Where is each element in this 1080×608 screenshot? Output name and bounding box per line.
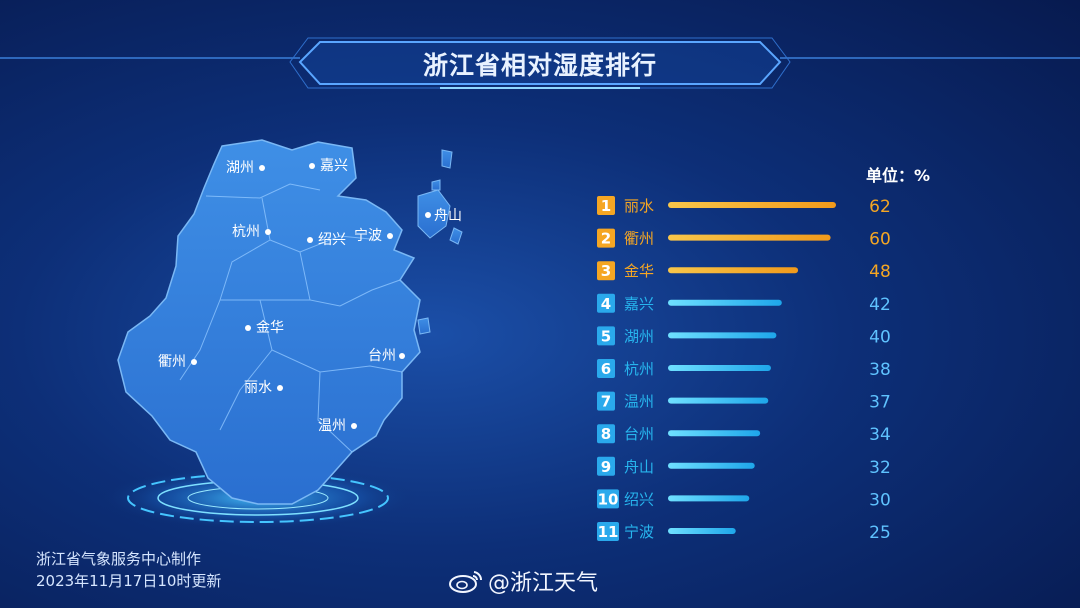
bar: [668, 430, 761, 437]
city-label-shaoxing: 绍兴: [318, 232, 346, 248]
title-bar: 浙江省相对湿度排行: [0, 0, 1080, 110]
value-label: 37: [869, 393, 891, 413]
category-label: 绍兴: [624, 490, 654, 508]
footer-updated: 2023年11月17日10时更新: [36, 572, 222, 590]
city-labels: 湖州 嘉兴 舟山 杭州 绍兴 宁波 金华 衢州 台州 丽水 温州: [158, 158, 462, 434]
city-label-jiaxing: 嘉兴: [320, 158, 348, 174]
bar: [668, 332, 777, 339]
category-label: 湖州: [624, 327, 654, 345]
bar: [668, 462, 755, 469]
category-label: 宁波: [624, 523, 654, 541]
city-label-lishui: 丽水: [244, 380, 272, 396]
city-label-taizhou: 台州: [368, 348, 396, 364]
city-label-wenzhou: 温州: [318, 418, 346, 434]
category-label: 台州: [624, 425, 654, 443]
city-label-hangzhou: 杭州: [232, 224, 260, 240]
rank-number: 11: [598, 523, 619, 541]
bar: [668, 299, 782, 306]
rank-badge: [597, 293, 615, 313]
footer-org: 浙江省气象服务中心制作: [36, 550, 202, 568]
page-title: 浙江省相对湿度排行: [422, 51, 657, 80]
rank-badge: [597, 489, 619, 509]
city-label-ningbo: 宁波: [354, 227, 382, 244]
rank-badge: [597, 424, 615, 444]
value-label: 60: [869, 230, 891, 250]
value-label: 62: [869, 197, 891, 217]
category-label: 丽水: [624, 197, 654, 215]
rank-number: 1: [601, 197, 611, 215]
rank-number: 9: [601, 458, 611, 476]
rank-badge: [597, 228, 615, 248]
city-label-huzhou: 湖州: [226, 160, 254, 176]
category-label: 嘉兴: [624, 295, 654, 313]
bar: [668, 397, 769, 404]
category-label: 衢州: [624, 230, 654, 248]
weibo-icon: [449, 571, 483, 593]
rank-number: 4: [601, 295, 611, 313]
weibo-watermark: @浙江天气: [448, 565, 598, 597]
category-label: 温州: [624, 393, 654, 411]
rank-badge: [597, 326, 615, 346]
rank-number: 7: [601, 393, 611, 411]
value-label: 34: [869, 425, 891, 445]
rank-badge: [597, 391, 615, 411]
bar: [668, 365, 771, 371]
bar: [668, 495, 750, 502]
rank-number: 3: [601, 262, 611, 280]
value-label: 32: [869, 458, 891, 478]
weibo-handle: @浙江天气: [488, 571, 599, 596]
category-label: 舟山: [624, 458, 654, 476]
rank-number: 6: [601, 360, 611, 378]
category-label: 杭州: [624, 360, 654, 378]
category-label: 金华: [624, 262, 654, 280]
city-label-zhoushan: 舟山: [434, 208, 462, 224]
title-frame: [0, 37, 1080, 89]
bar: [668, 202, 836, 208]
value-label: 40: [869, 327, 891, 347]
bar: [668, 267, 799, 274]
rank-number: 2: [601, 230, 611, 248]
rank-number: 10: [598, 490, 619, 508]
value-label: 25: [869, 523, 891, 543]
rank-number: 5: [601, 327, 611, 345]
city-label-quzhou: 衢州: [158, 353, 186, 370]
value-label: 30: [869, 490, 891, 510]
rank-badge: [597, 456, 615, 476]
rank-badge: [597, 261, 615, 281]
unit-label: 单位：%: [866, 166, 931, 185]
rank-badge: [597, 196, 615, 215]
rank-number: 8: [601, 425, 611, 443]
rank-badge: [597, 359, 615, 378]
value-label: 42: [869, 295, 891, 315]
bar: [668, 234, 831, 241]
bar: [668, 528, 736, 534]
value-label: 48: [869, 262, 891, 282]
value-label: 38: [869, 360, 891, 380]
city-label-jinhua: 金华: [256, 320, 284, 336]
rank-badge: [597, 522, 619, 541]
zhejiang-map: [117, 139, 463, 505]
